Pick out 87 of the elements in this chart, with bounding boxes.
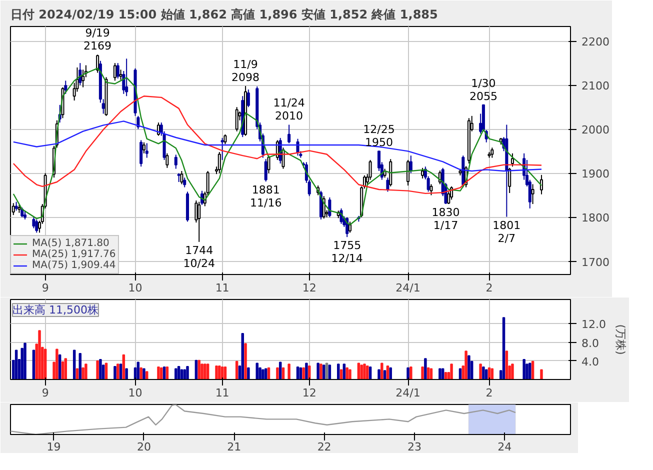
y-tick-label: 2200 [582,36,610,49]
annotation: 12/25 1950 [363,123,395,150]
x-tick-label: 22 [317,440,332,454]
y-tick-label: 1800 [582,212,610,225]
y-tick-label: 12.0 [582,318,606,332]
candlestick [166,152,169,168]
candlestick [78,62,82,86]
candlestick [531,184,534,205]
candlestick [64,80,68,94]
candlestick [296,138,300,156]
x-tick-label: 9 [42,282,49,294]
candlestick [198,201,201,242]
candlestick [264,158,268,182]
candlestick [224,134,227,145]
annotation: 1830 1/17 [432,206,460,232]
candlestick [174,154,178,170]
y-tick-label: 2000 [582,124,610,137]
candlestick [113,62,116,82]
candlestick [116,62,120,79]
candlestick [409,155,412,174]
candlestick [348,221,352,234]
annotation: 1/30 2055 [469,76,498,103]
candlestick [328,196,332,218]
y-tick-label: 1900 [582,168,610,181]
x-tick-label: 24/1 [396,282,420,294]
x-tick-label: 21 [227,440,242,454]
x-tick-label: 11 [215,282,230,294]
candlestick [183,177,186,188]
annotation: 1801 2/7 [492,218,521,245]
x-tick-label: 19 [46,440,61,454]
y-axis-title: (万株) [614,324,627,355]
annotation: 11/9 2098 [232,58,260,84]
annotation: 1744 10/24 [183,244,215,270]
legend-label: MA(5) 1,871.80 [32,238,110,249]
candlestick [430,184,433,196]
candlestick [490,147,494,158]
annotation: 1755 12/14 [331,239,363,266]
candlestick [235,106,238,132]
candlestick [282,147,285,170]
candlestick [180,170,184,185]
legend-label: MA(25) 1,917.76 [32,249,116,260]
x-tick-label: 12 [302,282,316,294]
candlestick [119,69,122,80]
candlestick [510,152,514,168]
candlestick [406,159,410,186]
x-tick-label: 10 [128,386,142,400]
candlestick [136,115,140,130]
annotation: 11/24 2010 [273,96,305,123]
candlestick [142,142,146,154]
candlestick [389,158,392,187]
candlestick [218,152,221,174]
candlestick [386,177,390,192]
candlestick [220,137,224,160]
candlestick [145,142,148,158]
candlestick [96,54,100,74]
legend-label: MA(75) 1,909.44 [32,260,116,271]
x-tick-label: 2 [486,282,493,294]
chart-title: 日付 2024/02/19 15:00 始値 1,862 高値 1,896 安値 1,852 終値 1,885 [10,8,438,22]
x-tick-label: 20 [136,440,151,454]
candlestick [246,88,250,108]
annotation: 1881 11/16 [250,184,282,210]
x-tick-label: 11 [215,386,230,400]
candlestick [540,174,543,195]
candlestick [125,58,128,97]
x-tick-label: 23 [407,440,422,454]
x-tick-label: 12 [302,386,316,400]
candlestick [508,167,512,194]
y-tick-label: 1700 [582,256,610,269]
x-tick-label: 24 [498,440,512,454]
candlestick [140,140,143,168]
line-series [12,120,542,172]
y-tick-label: 8.0 [582,336,599,350]
candlestick [368,159,372,180]
x-tick-label: 10 [128,282,142,294]
candlestick [32,216,36,229]
candlestick [82,69,85,88]
annotation: 9/19 2169 [84,26,112,53]
x-tick-label: 24/1 [396,386,420,400]
y-tick-label: 2100 [582,80,610,93]
y-tick-label: 4.0 [582,355,599,368]
x-tick-label: 2 [486,386,493,400]
chart-title: 出来高 11,500株 [12,304,98,316]
candlestick [35,218,38,234]
candlestick [288,124,291,144]
x-tick-label: 9 [42,386,49,400]
candlestick [20,207,24,218]
candlestick [421,167,424,179]
